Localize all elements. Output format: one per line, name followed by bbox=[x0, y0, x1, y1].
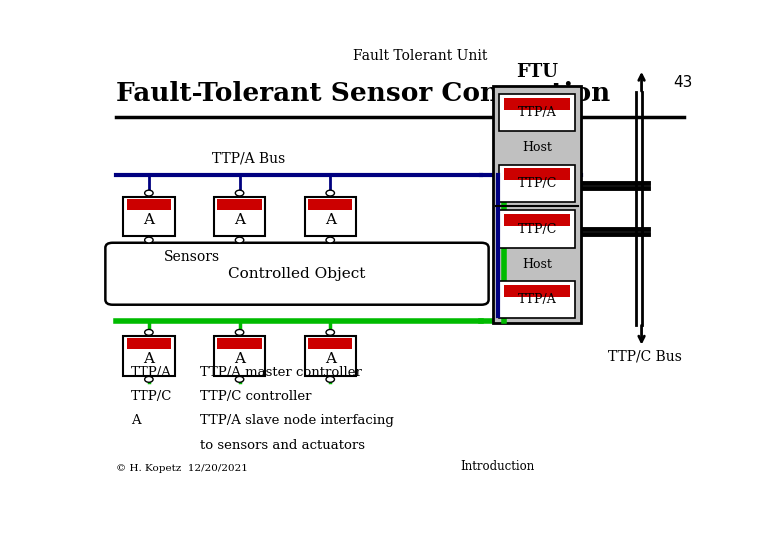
Text: TTP/A slave node interfacing: TTP/A slave node interfacing bbox=[200, 415, 394, 428]
Text: A: A bbox=[234, 352, 245, 366]
Text: TTP/A: TTP/A bbox=[131, 366, 172, 379]
FancyBboxPatch shape bbox=[105, 243, 488, 305]
Text: TTP/C: TTP/C bbox=[518, 177, 557, 190]
Text: Fault-Tolerant Sensor Connection: Fault-Tolerant Sensor Connection bbox=[115, 82, 610, 106]
Bar bbox=[214, 197, 265, 237]
Bar bbox=[499, 94, 575, 131]
Circle shape bbox=[236, 329, 244, 335]
Circle shape bbox=[326, 190, 335, 196]
Bar bbox=[499, 165, 575, 202]
Circle shape bbox=[144, 237, 153, 243]
Bar bbox=[308, 199, 353, 210]
Bar bbox=[304, 336, 356, 376]
Text: TTP/A: TTP/A bbox=[518, 293, 557, 306]
Circle shape bbox=[236, 237, 244, 243]
Text: TTP/C: TTP/C bbox=[131, 390, 172, 403]
Bar bbox=[494, 85, 581, 322]
Bar bbox=[505, 214, 570, 226]
Bar bbox=[214, 336, 265, 376]
Text: TTP/A master controller: TTP/A master controller bbox=[200, 366, 362, 379]
Bar bbox=[218, 199, 261, 210]
Circle shape bbox=[326, 376, 335, 382]
Bar bbox=[499, 211, 575, 248]
Text: TTP/C: TTP/C bbox=[518, 222, 557, 235]
Circle shape bbox=[236, 190, 244, 196]
Bar bbox=[304, 197, 356, 237]
Text: A: A bbox=[144, 213, 154, 227]
Bar bbox=[127, 338, 171, 349]
Text: Introduction: Introduction bbox=[460, 460, 534, 473]
Text: A: A bbox=[234, 213, 245, 227]
Bar bbox=[505, 98, 570, 110]
Text: Fault Tolerant Unit: Fault Tolerant Unit bbox=[353, 49, 488, 63]
Bar bbox=[505, 168, 570, 180]
Circle shape bbox=[236, 376, 244, 382]
Circle shape bbox=[144, 329, 153, 335]
Text: 43: 43 bbox=[674, 75, 693, 90]
Text: A: A bbox=[324, 213, 335, 227]
Circle shape bbox=[326, 237, 335, 243]
Text: A: A bbox=[324, 352, 335, 366]
Circle shape bbox=[144, 376, 153, 382]
Bar bbox=[505, 285, 570, 297]
Text: TTP/A Bus: TTP/A Bus bbox=[212, 152, 285, 166]
Circle shape bbox=[144, 190, 153, 196]
Text: to sensors and actuators: to sensors and actuators bbox=[200, 438, 365, 451]
Bar bbox=[308, 338, 353, 349]
Text: FTU: FTU bbox=[516, 63, 558, 82]
Text: © H. Kopetz  12/20/2021: © H. Kopetz 12/20/2021 bbox=[115, 464, 247, 473]
Text: Controlled Object: Controlled Object bbox=[229, 267, 366, 281]
Bar bbox=[499, 281, 575, 319]
Text: TTP/A: TTP/A bbox=[518, 106, 557, 119]
Text: TTP/C controller: TTP/C controller bbox=[200, 390, 312, 403]
Text: TTP/C Bus: TTP/C Bus bbox=[608, 349, 682, 363]
Text: A: A bbox=[131, 415, 140, 428]
Bar bbox=[218, 338, 261, 349]
Bar bbox=[127, 199, 171, 210]
Text: Host: Host bbox=[523, 141, 552, 154]
Text: A: A bbox=[144, 352, 154, 366]
Bar bbox=[123, 336, 175, 376]
Text: Sensors: Sensors bbox=[164, 249, 220, 264]
Bar bbox=[123, 197, 175, 237]
Circle shape bbox=[326, 329, 335, 335]
Text: Host: Host bbox=[523, 258, 552, 271]
